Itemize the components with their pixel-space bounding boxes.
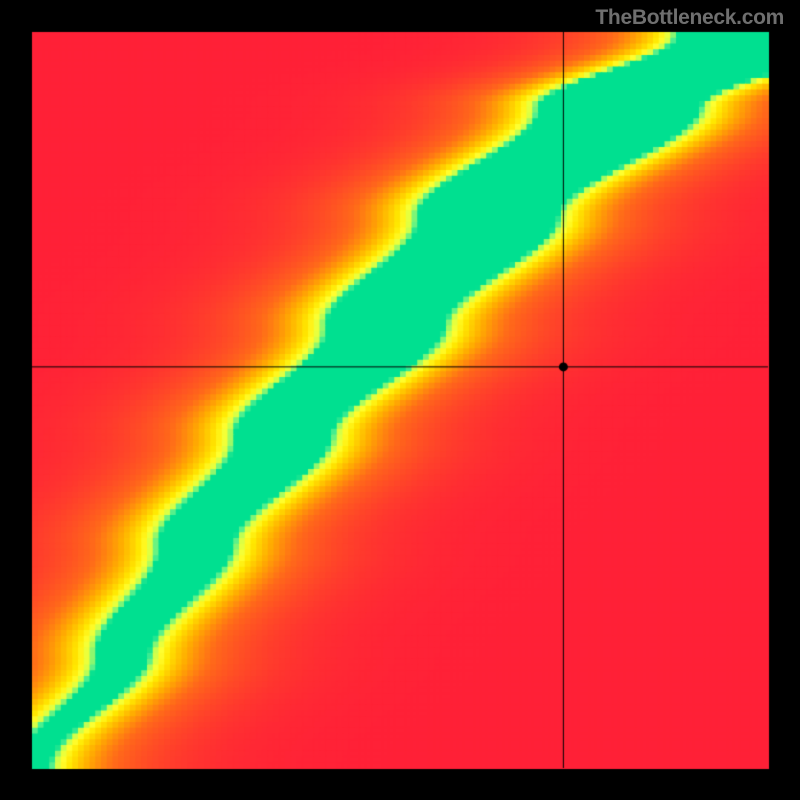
chart-container: TheBottleneck.com <box>0 0 800 800</box>
bottleneck-heatmap <box>0 0 800 800</box>
watermark-text: TheBottleneck.com <box>595 6 784 30</box>
